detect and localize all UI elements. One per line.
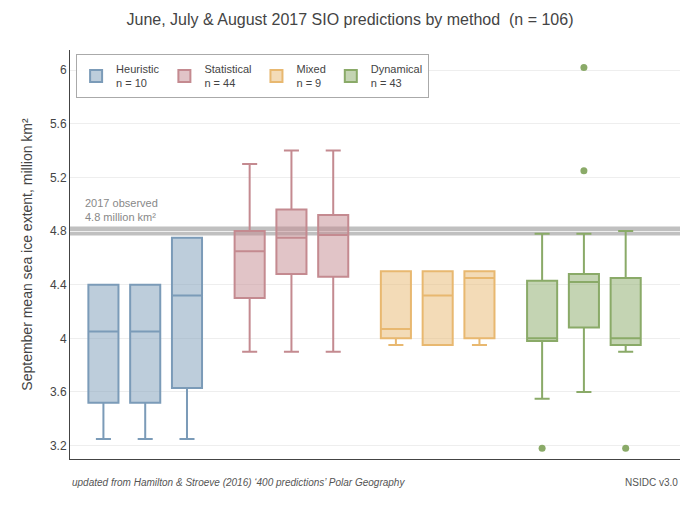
svg-text:September mean sea ice extent,: September mean sea ice extent, million k… [19,118,35,391]
svg-text:3.6: 3.6 [50,385,67,399]
svg-text:NSIDC v3.0: NSIDC v3.0 [625,477,678,488]
svg-text:6: 6 [60,63,67,77]
svg-text:4.8: 4.8 [50,224,67,238]
svg-text:4.4: 4.4 [50,278,67,292]
svg-text:2017 observed4.8 million km²: 2017 observed4.8 million km² [85,197,158,223]
svg-text:Statisticaln = 44: Statisticaln = 44 [204,63,251,89]
svg-text:3.2: 3.2 [50,439,67,453]
svg-text:June, July & August 2017 SIO p: June, July & August 2017 SIO predictions… [127,11,574,28]
svg-text:Heuristicn = 10: Heuristicn = 10 [116,63,159,89]
svg-text:4: 4 [60,332,67,346]
svg-text:Dynamicaln = 43: Dynamicaln = 43 [371,63,422,89]
svg-text:Mixedn = 9: Mixedn = 9 [296,63,325,89]
svg-text:5.2: 5.2 [50,171,67,185]
svg-text:updated from Hamilton & Stroev: updated from Hamilton & Stroeve (2016) ‘… [72,477,405,488]
svg-text:5.6: 5.6 [50,117,67,131]
